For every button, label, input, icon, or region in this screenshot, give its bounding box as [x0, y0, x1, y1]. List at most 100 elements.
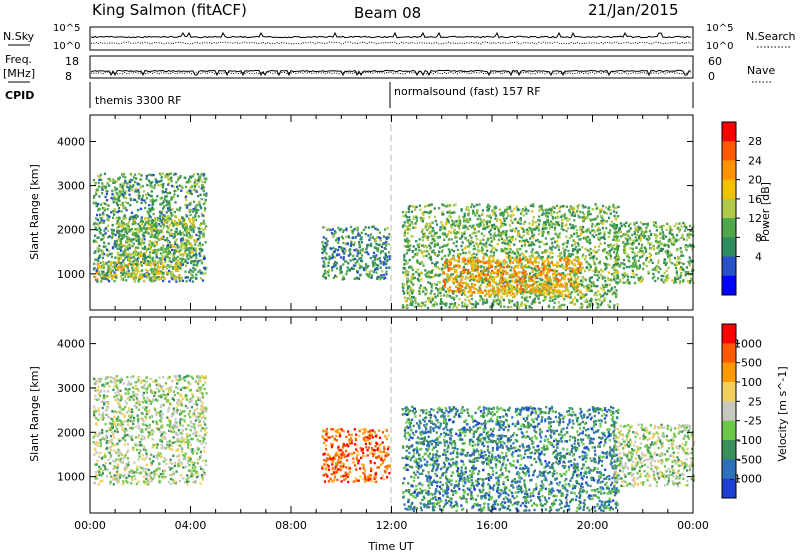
heatmap-cell	[579, 295, 582, 298]
heatmap-cell	[590, 225, 593, 228]
heatmap-cell	[119, 183, 122, 186]
heatmap-cell	[96, 247, 99, 250]
heatmap-cell	[410, 220, 413, 224]
heatmap-cell	[433, 234, 436, 237]
heatmap-cell	[519, 212, 523, 215]
heatmap-cell	[186, 253, 189, 256]
heatmap-cell	[584, 205, 587, 209]
heatmap-cell	[436, 242, 439, 245]
heatmap-cell	[179, 232, 183, 235]
heatmap-cell	[431, 261, 434, 265]
heatmap-cell	[104, 232, 107, 235]
heatmap-cell	[107, 236, 110, 239]
heatmap-cell	[411, 268, 414, 272]
heatmap-cell	[193, 209, 197, 212]
heatmap-cell	[488, 243, 491, 246]
heatmap-cell	[192, 263, 195, 267]
heatmap-cell	[105, 253, 108, 256]
heatmap-cell	[538, 273, 541, 276]
heatmap-cell	[110, 236, 114, 239]
heatmap-cell	[137, 238, 140, 241]
heatmap-cell	[450, 276, 453, 279]
heatmap-cell	[405, 252, 408, 255]
heatmap-cell	[546, 220, 549, 224]
heatmap-cell	[167, 227, 170, 231]
heatmap-cell	[334, 260, 337, 264]
heatmap-cell	[445, 235, 448, 238]
heatmap-cell	[474, 259, 477, 263]
heatmap-cell	[452, 223, 455, 226]
heatmap-cell	[474, 304, 477, 307]
heatmap-cell	[609, 208, 612, 212]
heatmap-cell	[404, 239, 407, 243]
heatmap-cell	[428, 216, 431, 219]
heatmap-cell	[98, 254, 101, 257]
heatmap-cell	[493, 206, 496, 209]
heatmap-cell	[194, 268, 197, 271]
heatmap-cell	[601, 275, 604, 279]
heatmap-cell	[117, 222, 120, 225]
heatmap-cell	[499, 273, 502, 277]
heatmap-cell	[549, 211, 552, 214]
heatmap-cell	[486, 301, 489, 304]
heatmap-cell	[121, 228, 124, 231]
heatmap-cell	[438, 267, 441, 270]
heatmap-cell	[149, 251, 152, 254]
heatmap-cell	[112, 274, 115, 277]
heatmap-cell	[106, 269, 110, 272]
heatmap-cell	[474, 214, 477, 217]
nsearch-label: N.Search	[746, 30, 796, 43]
heatmap-cell	[179, 233, 182, 236]
heatmap-cell	[510, 305, 513, 309]
heatmap-cell	[113, 179, 116, 183]
heatmap-cell	[571, 224, 574, 227]
nsky-log-bottom: 10^0	[53, 41, 80, 52]
heatmap-cell	[424, 304, 427, 307]
heatmap-cell	[460, 276, 464, 279]
heatmap-cell	[189, 225, 192, 228]
heatmap-cell	[111, 223, 114, 227]
heatmap-cell	[579, 271, 582, 274]
heatmap-cell	[484, 269, 487, 272]
heatmap-cell	[126, 248, 129, 251]
heatmap-cell	[539, 205, 542, 208]
heatmap-cell	[518, 253, 522, 257]
heatmap-cell	[543, 260, 546, 263]
heatmap-cell	[426, 250, 429, 253]
heatmap-cell	[547, 208, 550, 212]
heatmap-cell	[192, 216, 195, 220]
heatmap-cell	[321, 274, 325, 278]
heatmap-cell	[200, 180, 204, 183]
heatmap-cell	[204, 193, 207, 197]
heatmap-cell	[642, 253, 645, 256]
heatmap-cell	[169, 206, 172, 210]
heatmap-cell	[458, 227, 461, 230]
heatmap-cell	[173, 232, 176, 236]
heatmap-cell	[100, 238, 103, 241]
heatmap-cell	[515, 287, 518, 290]
heatmap-cell	[193, 183, 196, 186]
heatmap-cell	[198, 269, 201, 272]
heatmap-cell	[465, 239, 469, 242]
heatmap-cell	[500, 237, 504, 240]
heatmap-cell	[156, 195, 159, 198]
heatmap-cell	[103, 241, 106, 244]
nsearch-trace	[90, 41, 692, 45]
heatmap-cell	[447, 274, 450, 278]
heatmap-cell	[116, 231, 119, 234]
heatmap-cell	[562, 271, 565, 275]
heatmap-cell	[526, 259, 529, 263]
heatmap-cell	[175, 238, 178, 241]
heatmap-cell	[144, 251, 147, 254]
heatmap-cell	[613, 214, 616, 218]
heatmap-cell	[335, 262, 338, 265]
heatmap-cell	[419, 304, 422, 308]
heatmap-cell	[404, 274, 407, 277]
heatmap-cell	[95, 191, 98, 194]
heatmap-cell	[524, 270, 527, 273]
heatmap-cell	[576, 252, 579, 255]
heatmap-cell	[542, 232, 545, 236]
heatmap-cell	[512, 213, 515, 217]
heatmap-cell	[104, 202, 107, 206]
heatmap-cell	[496, 225, 499, 229]
